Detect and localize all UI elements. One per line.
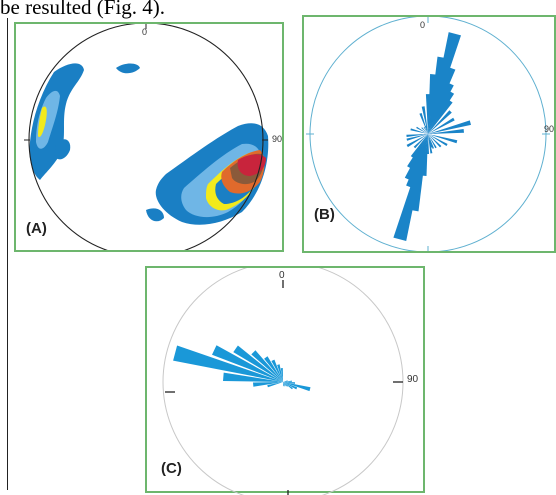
- rose-c-petal: [251, 350, 283, 382]
- rose-c-petal: [283, 380, 292, 382]
- rose-b-petal: [413, 134, 428, 149]
- rose-b-petal: [428, 74, 437, 134]
- rose-c-petal: [283, 382, 288, 387]
- rose-b-petal: [419, 113, 428, 134]
- rose-b-petal: [428, 134, 458, 144]
- rose-petals-c: [173, 345, 311, 392]
- rose-b-petal: [428, 129, 464, 134]
- rose-b-petal: [428, 56, 446, 134]
- contour-blue-left: [29, 63, 84, 180]
- east-tick-label-b: 90: [544, 124, 555, 134]
- rose-petals-b: [393, 32, 471, 241]
- rose-b-petal: [428, 83, 454, 134]
- east-tick-label-c: 90: [407, 374, 419, 385]
- panel-c-label: (C): [161, 460, 182, 477]
- rose-b-petal: [428, 100, 453, 134]
- rose-c-petal: [271, 359, 283, 382]
- rose-b-petal: [428, 91, 455, 134]
- contour-blue-right-blob: [146, 208, 164, 222]
- contour-blue-left-blob: [54, 139, 71, 160]
- rose-c-petal: [283, 382, 284, 387]
- rose-c-petal: [283, 382, 295, 384]
- contour-lightblue-left: [36, 90, 60, 149]
- panel-a-label: (A): [26, 220, 47, 237]
- rose-c-petal: [212, 345, 283, 382]
- rose-b-petal: [407, 134, 428, 169]
- rose-b-petal: [406, 134, 428, 148]
- rose-b-petal: [425, 125, 428, 134]
- north-tick-label-c: 0: [279, 270, 285, 281]
- contour-stereonet: [24, 24, 269, 250]
- rose-c-petal: [283, 380, 288, 382]
- panel-a: 0 90 (A): [14, 22, 284, 252]
- body-text-fragment: be resulted (Fig. 4).: [0, 0, 166, 19]
- rose-b-petal: [427, 134, 429, 154]
- rose-b-petal: [410, 134, 428, 158]
- rose-b-petal: [410, 134, 428, 212]
- rose-c-petal: [267, 382, 283, 388]
- rose-c-petal: [283, 382, 286, 386]
- rose-b-petal: [428, 110, 452, 134]
- column-rule: [7, 18, 8, 490]
- rose-b-petal: [423, 126, 428, 134]
- rose-b-petal: [406, 134, 428, 137]
- rose-b-petal: [428, 134, 434, 149]
- rose-c-petal: [280, 368, 283, 382]
- contour-blue-top: [116, 63, 140, 74]
- rose-b-petal: [404, 134, 428, 180]
- rose-circle-c: [162, 268, 404, 495]
- rose-b-petal: [428, 134, 437, 149]
- rose-c-petal: [283, 382, 298, 390]
- rose-c-petal: [253, 382, 283, 387]
- rose-b-petal: [428, 117, 455, 134]
- rose-diagram-c: [162, 268, 404, 495]
- panel-c: 0 90 (C): [145, 266, 425, 495]
- rose-b-petal: [428, 134, 433, 148]
- rose-b-petal: [425, 94, 431, 134]
- panel-b-label: (B): [314, 206, 335, 223]
- rose-b-petal: [428, 120, 471, 134]
- rose-c-petal: [223, 372, 283, 382]
- east-tick-label: 90: [272, 134, 283, 144]
- rose-c-petal: [264, 356, 283, 382]
- rose-b-petal: [416, 126, 428, 134]
- rose-c-petal: [277, 364, 283, 382]
- rose-b-petal: [406, 134, 428, 141]
- rose-c-petal: [233, 345, 283, 382]
- rose-b-petal: [422, 134, 428, 176]
- rose-b-petal: [410, 128, 428, 134]
- rose-c-petal: [283, 382, 311, 392]
- contour-yellow-left: [38, 106, 47, 138]
- rose-b-petal: [428, 134, 442, 148]
- contour-group: [29, 63, 269, 225]
- north-tick-label: 0: [142, 27, 148, 37]
- rose-c-petal: [173, 345, 283, 382]
- rose-c-petal: [283, 382, 286, 387]
- panel-b: 0 90 (B): [302, 15, 556, 253]
- rose-b-petal: [428, 134, 448, 146]
- north-tick-label-b: 0: [420, 20, 426, 30]
- rose-c-petal: [283, 382, 285, 386]
- rose-diagram-b: [306, 17, 550, 251]
- rose-c-petal: [283, 382, 293, 390]
- rose-b-petal: [421, 127, 428, 134]
